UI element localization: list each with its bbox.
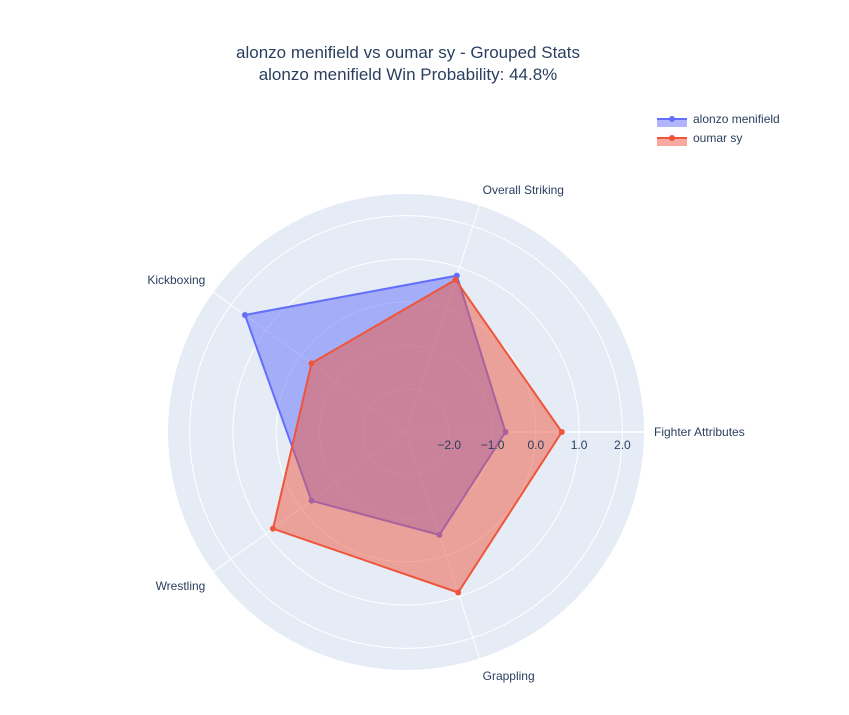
series-layer — [241, 272, 565, 596]
data-point[interactable] — [269, 525, 276, 532]
radial-tick-label: −1.0 — [481, 438, 505, 452]
legend-marker — [669, 135, 675, 141]
data-point[interactable] — [452, 276, 459, 283]
data-point[interactable] — [455, 589, 462, 596]
legend-swatch — [657, 119, 687, 127]
angular-axis-label: Overall Striking — [483, 183, 564, 197]
radial-tick-label: 2.0 — [614, 438, 631, 452]
angular-axis-label: Kickboxing — [147, 273, 205, 287]
legend-label: alonzo menifield — [693, 112, 780, 126]
data-point[interactable] — [558, 429, 565, 435]
chart-title: alonzo menifield vs oumar sy - Grouped S… — [236, 43, 580, 62]
radial-tick-label: −2.0 — [437, 438, 461, 452]
legend-swatch — [657, 138, 687, 146]
chart-subtitle: alonzo menifield Win Probability: 44.8% — [259, 65, 558, 84]
legend-item[interactable]: oumar sy — [657, 131, 742, 146]
radial-tick-label: 0.0 — [527, 438, 544, 452]
series-1 — [269, 276, 565, 596]
legend-marker — [669, 116, 675, 122]
series-area — [272, 278, 563, 594]
data-point[interactable] — [241, 311, 248, 318]
angular-axis-labels: Fighter Attributes Overall Striking Kickbo… — [147, 183, 744, 683]
legend-item[interactable]: alonzo menifield — [657, 112, 780, 127]
legend-label: oumar sy — [693, 131, 742, 145]
angular-axis-label: Grappling — [483, 669, 535, 683]
radial-tick-label: 1.0 — [571, 438, 588, 452]
angular-axis-label: Fighter Attributes — [654, 425, 745, 439]
radial-tick-labels: −2.0 −1.0 0.0 1.0 2.0 — [437, 438, 631, 452]
data-point[interactable] — [308, 360, 315, 367]
legend[interactable]: alonzo menifield oumar sy — [657, 112, 780, 146]
angular-axis-label: Wrestling — [156, 579, 206, 593]
